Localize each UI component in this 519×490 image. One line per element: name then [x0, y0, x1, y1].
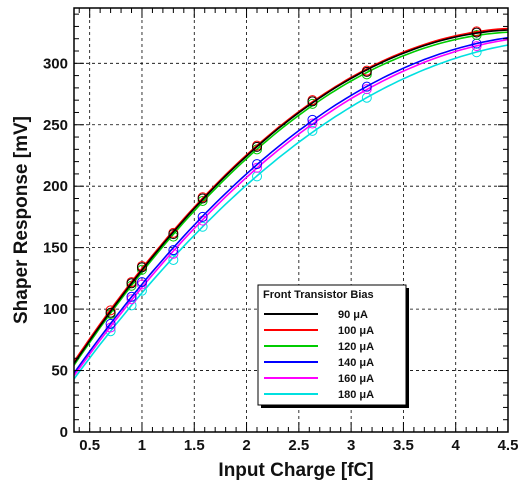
data-point	[252, 159, 263, 170]
data-point	[361, 81, 372, 92]
data-point	[197, 193, 208, 204]
y-tick-label: 100	[43, 301, 68, 318]
legend-title: Front Transistor Bias	[263, 289, 374, 301]
series-line	[74, 44, 508, 380]
data-point	[471, 41, 482, 52]
legend-label: 160 μA	[338, 373, 374, 385]
legend-label: 120 μA	[338, 341, 374, 353]
data-point	[105, 305, 116, 316]
data-point	[136, 262, 147, 273]
data-point	[197, 221, 208, 232]
legend-label: 180 μA	[338, 389, 374, 401]
legend-label: 140 μA	[338, 357, 374, 369]
data-point	[126, 291, 137, 302]
axis-ticks: 0.5 1 1.5 2 2.5 3 3.5 4 4.5 0 50 100 150 200 250 300	[43, 8, 518, 454]
legend: Front Transistor Bias 90 μA 100 μA 120 μA 1…	[257, 284, 409, 408]
data-point	[136, 264, 147, 275]
y-tick-label: 150	[43, 240, 68, 257]
y-axis-title: Shaper Response [mV]	[11, 116, 32, 324]
x-tick-label: 0.5	[79, 437, 100, 454]
x-tick-label: 1	[138, 437, 146, 454]
data-point	[471, 30, 482, 41]
data-point	[105, 307, 116, 318]
data-point	[307, 125, 318, 136]
x-tick-label: 3.5	[393, 437, 414, 454]
x-tick-label: 1.5	[184, 437, 205, 454]
data-point	[126, 278, 137, 289]
data-point	[197, 211, 208, 222]
y-tick-label: 300	[43, 55, 68, 72]
series-line	[74, 27, 508, 363]
data-point	[471, 27, 482, 38]
x-axis-title: Input Charge [fC]	[218, 460, 373, 481]
plot-area	[73, 7, 509, 433]
data-point	[361, 66, 372, 77]
legend-label: 100 μA	[338, 325, 374, 337]
data-point	[168, 229, 179, 240]
x-tick-label: 4	[452, 437, 461, 454]
x-tick-label: 3	[347, 437, 355, 454]
data-point	[136, 277, 147, 288]
x-tick-label: 2	[242, 437, 250, 454]
x-tick-label: 2.5	[288, 437, 309, 454]
y-tick-label: 200	[43, 178, 68, 195]
plot-frame	[73, 7, 509, 433]
y-tick-label: 250	[43, 117, 68, 134]
series-line	[74, 36, 508, 374]
series-line	[74, 29, 508, 365]
data-point	[105, 318, 116, 329]
data-point	[136, 279, 147, 290]
data-point	[168, 245, 179, 256]
data-point	[307, 98, 318, 109]
y-tick-label: 0	[60, 424, 68, 441]
data-point	[307, 96, 318, 107]
data-point	[126, 294, 137, 305]
x-tick-label: 4.5	[498, 437, 519, 454]
data-point	[197, 195, 208, 206]
y-tick-label: 50	[51, 363, 68, 380]
data-point	[168, 254, 179, 265]
legend-label: 90 μA	[338, 309, 368, 321]
data-point	[307, 114, 318, 125]
data-point	[252, 141, 263, 152]
